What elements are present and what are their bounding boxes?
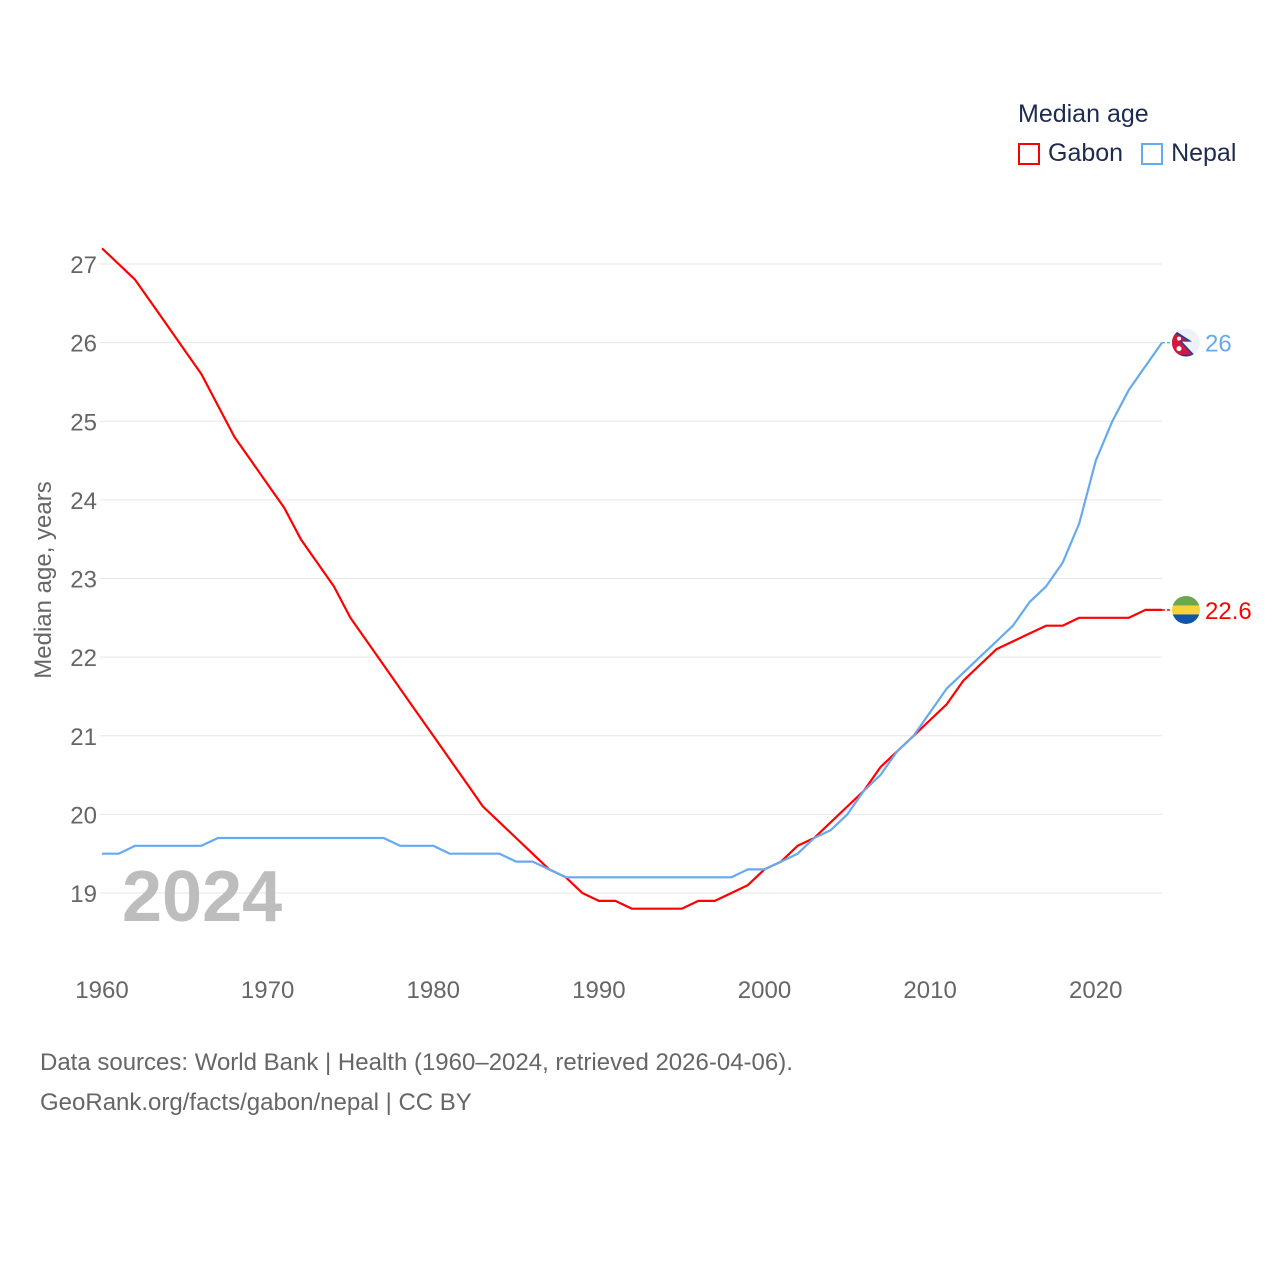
legend-title: Median age xyxy=(1018,100,1149,128)
y-axis-label: Median age, years xyxy=(30,481,57,678)
series-end-labels: 22.6 26 xyxy=(1162,328,1252,625)
flag xyxy=(1172,328,1200,357)
y-axis-ticks: 19 20 21 22 23 24 25 26 27 xyxy=(70,252,97,908)
series-line-nepal[interactable] xyxy=(102,341,1163,879)
y-tick-label: 22 xyxy=(70,645,97,672)
end-value-nepal: 26 xyxy=(1205,331,1232,358)
data-sources: Data sources: World Bank | Health (1960–… xyxy=(40,1049,793,1076)
year-watermark: 2024 xyxy=(122,857,282,937)
flag-stripe-blue xyxy=(1172,614,1200,624)
x-tick-label: 2000 xyxy=(738,977,791,1004)
legend-label-gabon: Gabon xyxy=(1048,139,1124,167)
legend-item-nepal[interactable]: Nepal xyxy=(1141,139,1236,168)
legend-swatch-gabon xyxy=(1018,142,1040,165)
nepal-flag-icon xyxy=(1172,328,1200,357)
y-tick-label: 24 xyxy=(70,488,97,515)
flag-stripe-yellow xyxy=(1172,605,1200,615)
gridlines xyxy=(100,263,1162,894)
x-tick-label: 1990 xyxy=(572,977,625,1004)
source-link[interactable]: GeoRank.org/facts/gabon/nepal | CC BY xyxy=(40,1089,472,1116)
x-axis-ticks: 1960 1970 1980 1990 2000 2010 2020 xyxy=(75,977,1122,1004)
gabon-flag-icon xyxy=(1172,595,1200,624)
flag-moon xyxy=(1177,336,1181,341)
y-tick-label: 23 xyxy=(70,567,97,594)
legend-label-nepal: Nepal xyxy=(1171,139,1237,167)
series-line-gabon[interactable] xyxy=(101,247,1162,910)
y-tick-label: 21 xyxy=(70,724,97,751)
x-tick-label: 2020 xyxy=(1069,977,1122,1004)
x-tick-label: 1970 xyxy=(241,977,294,1004)
legend-swatch-nepal xyxy=(1141,142,1164,165)
x-tick-label: 1980 xyxy=(407,977,460,1004)
flag-stripe-green xyxy=(1172,595,1200,606)
end-value-gabon: 22.6 xyxy=(1205,598,1252,625)
legend-item-gabon[interactable]: Gabon xyxy=(1018,139,1123,168)
y-tick-label: 25 xyxy=(70,409,97,436)
y-tick-label: 27 xyxy=(70,252,97,279)
x-tick-label: 1960 xyxy=(75,977,128,1004)
flag-sun xyxy=(1176,346,1182,352)
y-tick-label: 26 xyxy=(70,331,97,358)
legend: Median age Gabon Nepal xyxy=(1018,100,1236,168)
x-tick-label: 2010 xyxy=(903,977,956,1004)
series-lines xyxy=(101,247,1163,910)
y-tick-label: 19 xyxy=(70,881,97,908)
flag xyxy=(1172,595,1200,624)
y-tick-label: 20 xyxy=(70,802,97,829)
footer: Data sources: World Bank | Health (1960–… xyxy=(40,1043,793,1123)
